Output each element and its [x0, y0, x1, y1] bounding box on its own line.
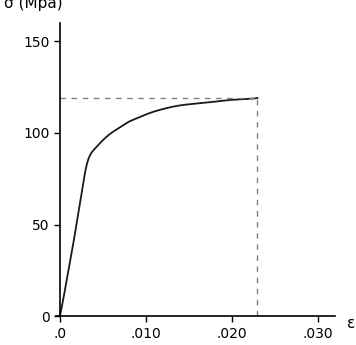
Y-axis label: σ (Mpa): σ (Mpa) — [4, 0, 63, 11]
X-axis label: ε: ε — [347, 316, 356, 332]
